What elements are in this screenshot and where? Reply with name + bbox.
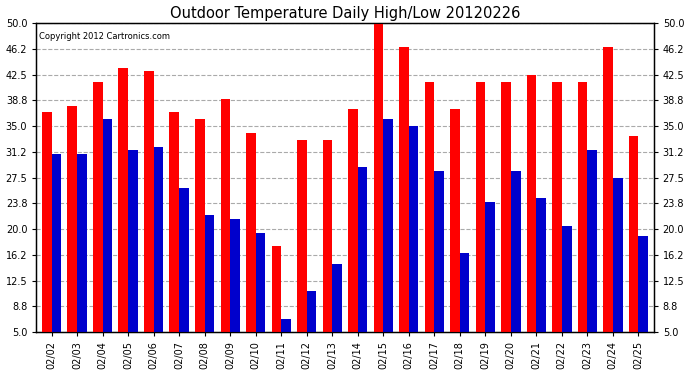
Bar xyxy=(424,81,434,367)
Bar xyxy=(119,68,128,367)
Bar xyxy=(272,246,282,367)
Bar xyxy=(297,140,307,367)
Bar xyxy=(42,112,52,367)
Bar xyxy=(536,198,546,367)
Bar xyxy=(552,81,562,367)
Bar xyxy=(144,71,154,367)
Bar xyxy=(68,105,77,367)
Bar xyxy=(348,109,357,367)
Bar xyxy=(256,232,266,367)
Bar xyxy=(408,126,418,367)
Bar xyxy=(322,140,333,367)
Bar xyxy=(154,147,164,367)
Bar xyxy=(307,291,317,367)
Bar xyxy=(434,171,444,367)
Bar xyxy=(562,226,571,367)
Bar xyxy=(399,47,408,367)
Bar xyxy=(128,150,138,367)
Bar xyxy=(179,188,189,367)
Bar xyxy=(357,167,368,367)
Bar xyxy=(475,81,485,367)
Bar xyxy=(501,81,511,367)
Bar xyxy=(170,112,179,367)
Bar xyxy=(52,154,61,367)
Bar xyxy=(383,119,393,367)
Bar xyxy=(638,236,648,367)
Bar xyxy=(373,23,383,367)
Bar xyxy=(526,75,536,367)
Bar xyxy=(221,99,230,367)
Bar xyxy=(578,81,587,367)
Bar xyxy=(511,171,520,367)
Bar xyxy=(282,318,291,367)
Text: Copyright 2012 Cartronics.com: Copyright 2012 Cartronics.com xyxy=(39,32,170,41)
Bar xyxy=(205,216,215,367)
Bar xyxy=(230,219,240,367)
Bar xyxy=(587,150,597,367)
Bar xyxy=(77,154,87,367)
Bar xyxy=(485,202,495,367)
Bar xyxy=(103,119,112,367)
Bar xyxy=(613,178,622,367)
Title: Outdoor Temperature Daily High/Low 20120226: Outdoor Temperature Daily High/Low 20120… xyxy=(170,6,520,21)
Bar xyxy=(629,136,638,367)
Bar xyxy=(93,81,103,367)
Bar xyxy=(333,264,342,367)
Bar xyxy=(460,253,469,367)
Bar xyxy=(603,47,613,367)
Bar xyxy=(246,133,256,367)
Bar xyxy=(450,109,460,367)
Bar xyxy=(195,119,205,367)
